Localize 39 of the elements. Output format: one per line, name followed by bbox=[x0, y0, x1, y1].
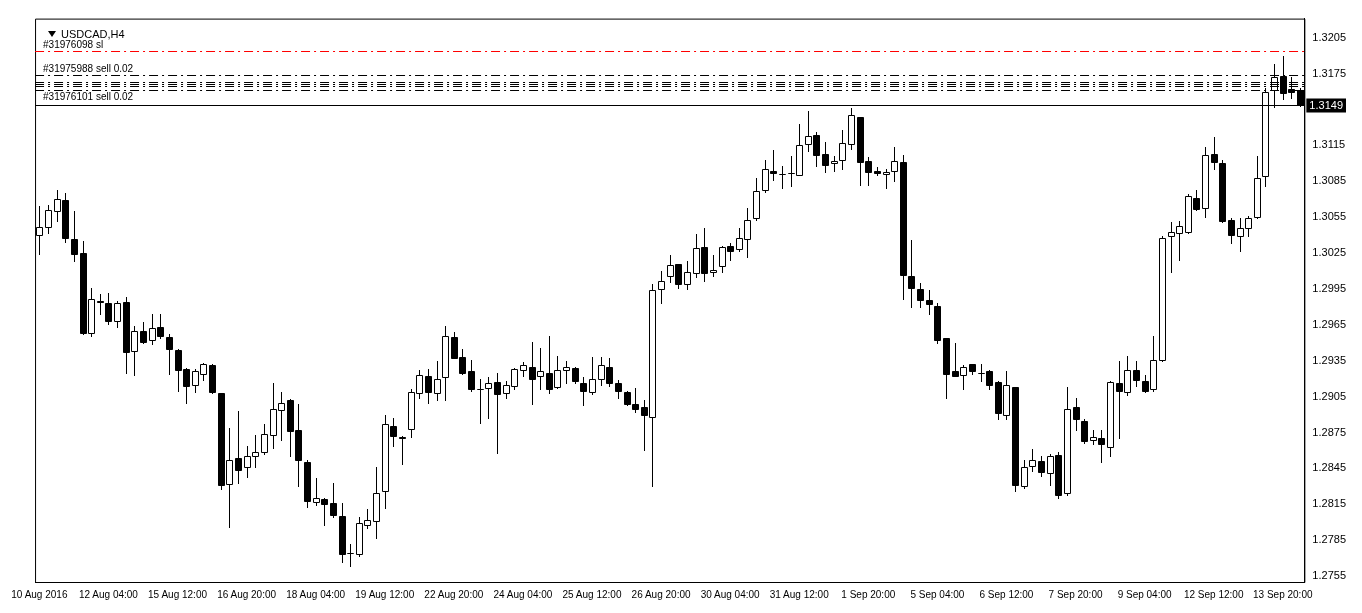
x-tick-label: 13 Sep 20:00 bbox=[1253, 588, 1313, 600]
x-tick-label: 15 Aug 12:00 bbox=[148, 588, 208, 600]
y-tick-label: 1.3205 bbox=[1312, 30, 1347, 43]
y-tick-label: 1.3025 bbox=[1312, 246, 1347, 259]
x-tick-label: 12 Aug 04:00 bbox=[78, 588, 139, 600]
x-tick-label: 31 Aug 12:00 bbox=[769, 588, 830, 600]
x-tick-label: 19 Aug 12:00 bbox=[355, 588, 415, 600]
y-tick-label: 1.2995 bbox=[1312, 281, 1347, 294]
x-tick-label: 7 Sep 20:00 bbox=[1048, 588, 1103, 600]
x-tick-label: 10 Aug 2016 bbox=[11, 588, 68, 600]
x-tick-label: 16 Aug 20:00 bbox=[217, 588, 277, 600]
x-tick-label: 9 Sep 04:00 bbox=[1117, 588, 1173, 600]
y-tick-label: 1.2935 bbox=[1312, 353, 1347, 366]
x-tick-label: 24 Aug 04:00 bbox=[493, 588, 553, 600]
y-tick-label: 1.2875 bbox=[1312, 425, 1347, 438]
x-tick-label: 30 Aug 04:00 bbox=[700, 588, 761, 600]
ref-line-label: #31976101 sell 0.02 bbox=[43, 91, 134, 103]
ref-line-label: 1.3149 bbox=[1309, 98, 1344, 111]
y-tick-label: 1.3085 bbox=[1312, 174, 1347, 187]
y-tick-label: 1.2755 bbox=[1312, 569, 1347, 582]
x-tick-label: 6 Sep 12:00 bbox=[979, 588, 1034, 600]
y-tick-label: 1.2965 bbox=[1312, 317, 1347, 330]
text: USDCAD,H4 bbox=[61, 28, 125, 40]
ref-line-label: #31975988 sell 0.02 bbox=[43, 63, 134, 75]
x-tick-label: 5 Sep 04:00 bbox=[910, 588, 965, 600]
x-tick-label: 22 Aug 20:00 bbox=[424, 588, 484, 600]
y-tick-label: 1.2785 bbox=[1312, 533, 1347, 546]
ref-line-label: #31976098 sl bbox=[43, 39, 104, 51]
x-tick-label: 18 Aug 04:00 bbox=[286, 588, 346, 600]
x-tick-label: 1 Sep 20:00 bbox=[841, 588, 896, 600]
x-tick-label: 12 Sep 12:00 bbox=[1183, 588, 1244, 600]
y-tick-label: 1.2815 bbox=[1312, 497, 1347, 510]
y-tick-label: 1.2905 bbox=[1312, 389, 1347, 402]
y-tick-label: 1.3115 bbox=[1312, 138, 1346, 151]
y-tick-label: 1.3175 bbox=[1312, 66, 1347, 79]
x-tick-label: 25 Aug 12:00 bbox=[562, 588, 622, 600]
y-tick-label: 1.3055 bbox=[1312, 210, 1347, 223]
y-tick-label: 1.2845 bbox=[1312, 461, 1347, 474]
x-tick-label: 26 Aug 20:00 bbox=[631, 588, 691, 600]
